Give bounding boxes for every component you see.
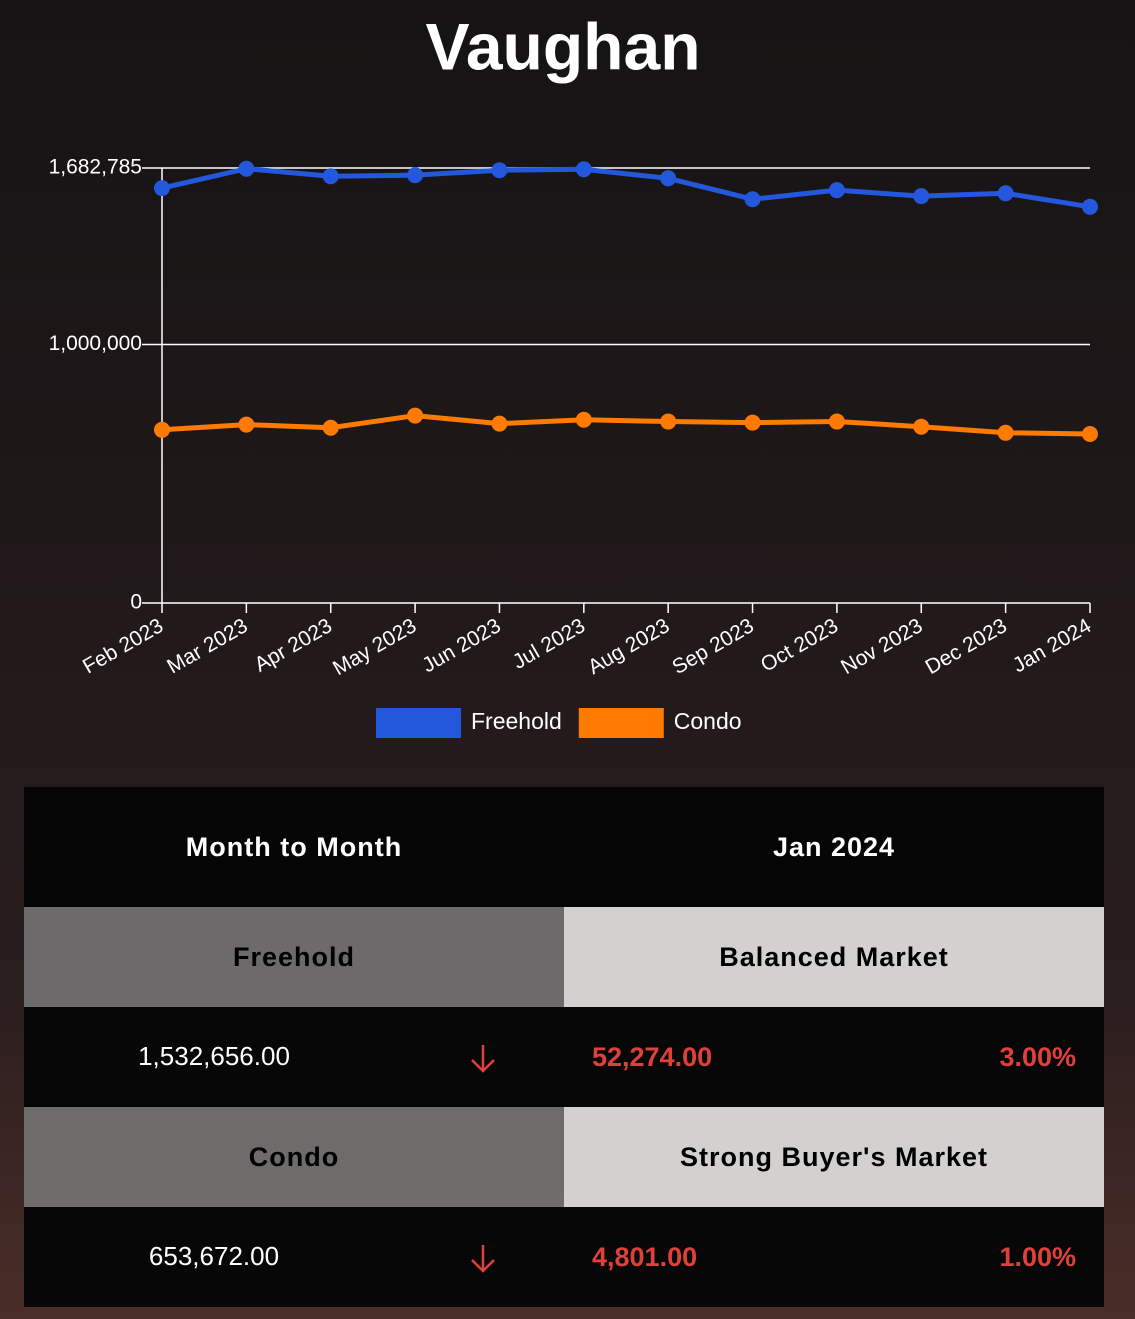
data-point bbox=[322, 419, 339, 436]
x-tick-label: Apr 2023 bbox=[251, 614, 336, 677]
x-tick-label: Aug 2023 bbox=[584, 614, 673, 679]
x-tick-label: Dec 2023 bbox=[922, 614, 1011, 679]
value-row: 653,672.00 4,801.00 1.00% bbox=[24, 1207, 1104, 1307]
down-arrow bbox=[471, 1245, 495, 1273]
market-status: Strong Buyer's Market bbox=[564, 1107, 1104, 1207]
data-point bbox=[154, 421, 170, 438]
x-tick-label: Jun 2023 bbox=[418, 614, 504, 677]
data-point bbox=[828, 182, 845, 199]
data-point bbox=[322, 168, 339, 185]
series-line bbox=[161, 413, 1091, 437]
data-point bbox=[238, 160, 255, 177]
x-tick-label: Nov 2023 bbox=[837, 614, 926, 679]
x-tick-label: Oct 2023 bbox=[757, 614, 842, 677]
row-label: Freehold bbox=[24, 907, 564, 1007]
value: 1,532,656.00 bbox=[138, 1041, 290, 1071]
change: 4,801.00 bbox=[592, 1242, 698, 1272]
y-tick-label: 1,682,785 bbox=[49, 156, 142, 179]
x-tick-label: Sep 2023 bbox=[668, 614, 757, 679]
data-point bbox=[491, 162, 508, 179]
series-line bbox=[161, 166, 1091, 210]
data-point bbox=[238, 416, 255, 433]
table-header: Month to Month bbox=[24, 787, 564, 907]
data-point bbox=[575, 161, 592, 178]
data-point bbox=[744, 414, 761, 431]
legend-label: Freehold bbox=[471, 708, 562, 734]
y-tick-label: 1,000,000 bbox=[49, 332, 142, 355]
data-point bbox=[1082, 426, 1098, 443]
y-tick-label: 0 bbox=[130, 591, 142, 614]
data-point bbox=[913, 188, 930, 205]
x-tick-label: Mar 2023 bbox=[163, 614, 251, 678]
legend-swatch bbox=[376, 708, 461, 738]
data-point bbox=[407, 407, 424, 424]
data-point bbox=[744, 191, 761, 208]
percent: 1.00% bbox=[999, 1242, 1076, 1272]
chart-title: Vaughan bbox=[425, 9, 700, 83]
value-row: 1,532,656.00 52,274.00 3.00% bbox=[24, 1007, 1104, 1107]
data-point bbox=[997, 424, 1014, 441]
data-point bbox=[913, 418, 930, 435]
data-point bbox=[997, 185, 1014, 202]
percent: 3.00% bbox=[999, 1042, 1076, 1072]
value: 653,672.00 bbox=[148, 1241, 280, 1271]
x-tick-label: Feb 2023 bbox=[79, 614, 167, 678]
row-label: Condo bbox=[24, 1107, 564, 1207]
market-status: Balanced Market bbox=[564, 907, 1104, 1007]
x-tick-label: May 2023 bbox=[329, 614, 420, 680]
change: 52,274.00 bbox=[592, 1042, 713, 1072]
data-point bbox=[154, 180, 170, 197]
table-header: Jan 2024 bbox=[564, 787, 1104, 907]
x-tick-label: Jan 2024 bbox=[1009, 614, 1096, 677]
data-point bbox=[660, 170, 677, 187]
x-tick-label: Jul 2023 bbox=[509, 614, 589, 674]
data-point bbox=[828, 413, 845, 430]
data-point bbox=[491, 415, 508, 432]
legend-label: Condo bbox=[674, 708, 742, 734]
legend-swatch bbox=[578, 708, 664, 738]
data-point bbox=[660, 413, 677, 430]
down-arrow bbox=[471, 1045, 495, 1073]
data-point bbox=[1082, 198, 1098, 215]
data-point bbox=[407, 167, 424, 184]
data-point bbox=[575, 411, 592, 428]
